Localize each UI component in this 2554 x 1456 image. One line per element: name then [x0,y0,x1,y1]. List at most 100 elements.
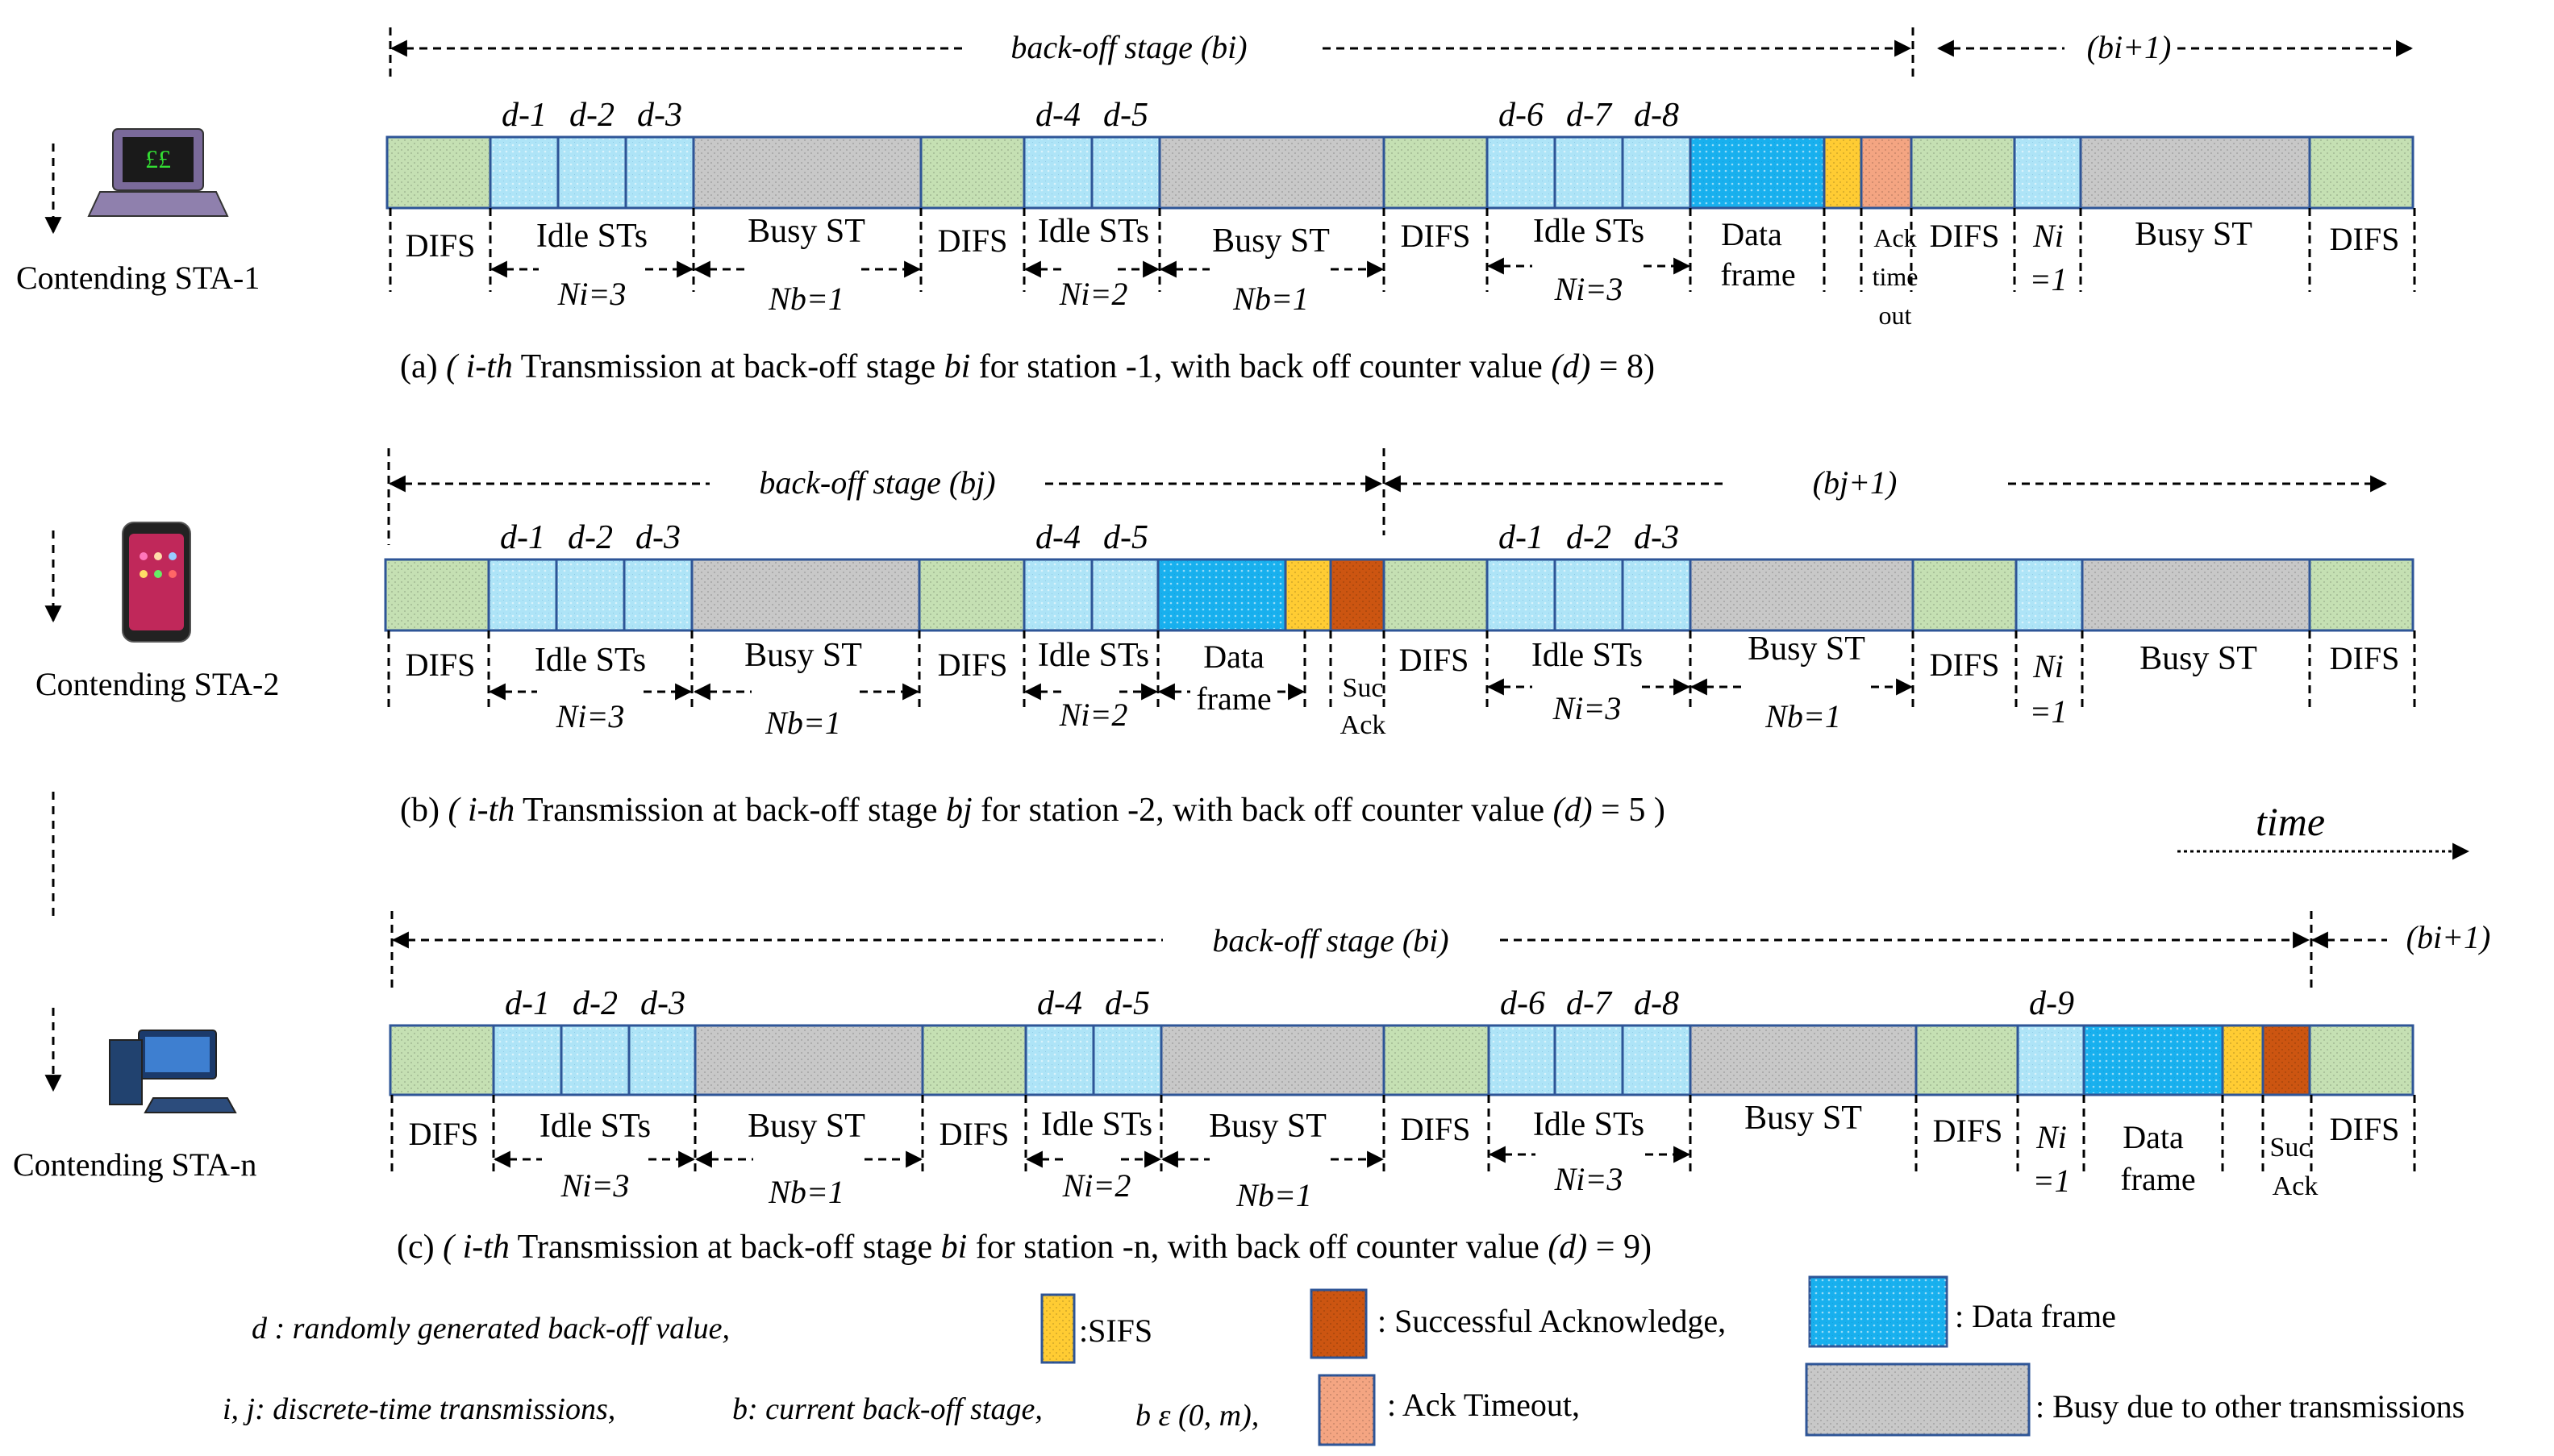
idle-label: Idle STs [1533,213,1644,250]
count-label: Ni=3 [1554,271,1623,307]
slot-texture [2018,561,2081,629]
caption-part: = 8) [1590,348,1655,385]
success-ack-label: Ack [2273,1171,2319,1201]
data-label: frame [1196,680,1271,717]
backoff-slot-label: d-4 [1035,97,1081,134]
slot-texture [1094,139,1158,206]
backoff-slot-label: d-6 [1498,97,1544,134]
data-label: frame [2120,1161,2195,1197]
caption-part: (d) [1548,1229,1587,1266]
slot-texture [1624,561,1689,629]
busy-label: Busy ST [744,637,862,674]
station-n-name: Contending STA-n [13,1146,256,1183]
difs-label: DIFS [1399,642,1469,678]
slot-texture [392,1027,492,1093]
stage-label: back-off stage (bi) [1212,922,1448,959]
count-label: Nb=1 [768,281,844,317]
count-label: Nb=1 [765,705,841,741]
slot-texture [631,1027,694,1093]
slot-texture [387,561,487,629]
legend-timeout-label: : Ack Timeout, [1387,1387,1580,1423]
caption-part: Transmission at back-off stage [515,792,946,829]
slot-texture [1918,1027,2016,1093]
count-label: Ni=3 [1552,690,1622,726]
count-label: Ni=3 [556,698,625,734]
data-label: frame [1720,256,1795,293]
backoff-slot-label: d-7 [1566,985,1613,1022]
ack-timeout-label: time [1873,262,1919,291]
slot-texture [2311,561,2411,629]
ni-label: =1 [2033,1163,2071,1199]
count-label: Ni=2 [1059,276,1128,312]
backoff-slot-label: d-2 [573,985,618,1022]
success-ack-label: Suc [1343,673,1384,703]
ack-timeout-label: Ack [1873,223,1916,252]
slot-texture [695,139,919,206]
count-label: Ni=3 [1554,1161,1623,1197]
count-label: Nb=1 [1235,1177,1312,1213]
count-label: Nb=1 [768,1174,844,1210]
legend-d-definition: d : randomly generated back-off value, [252,1312,730,1346]
slot-texture [626,561,690,629]
slot-texture [627,139,692,206]
slot-texture [2224,1027,2261,1093]
caption-part: bj [946,792,973,829]
slot-texture [1161,139,1382,206]
ni-label: =1 [2030,693,2068,730]
caption-part: bi [944,348,971,385]
caption-part: = 9) [1587,1229,1652,1266]
station-2-name: Contending STA-2 [35,666,279,702]
difs-label: DIFS [1401,218,1471,254]
caption-part: bi [941,1229,968,1266]
difs-label: DIFS [2330,221,2400,257]
caption-part: ( i-th [448,792,515,829]
difs-label: DIFS [2330,1111,2400,1147]
slot-texture [1160,561,1284,629]
station-n-timeline: back-off stage (bi) (bi+1) d-1 d-2 d-3 d-4 d-5… [389,911,2490,1266]
legend-data-label: : Data frame [1955,1298,2116,1334]
busy-label: Busy ST [1744,1100,1862,1137]
slot-texture [1490,1027,1553,1093]
slot-texture [1914,561,2014,629]
slot-texture [1624,139,1689,206]
backoff-slot-label: d-4 [1037,985,1082,1022]
slot-texture [1385,139,1485,206]
caption-part: (a) [400,348,446,385]
legend-ij-definition: i, j: discrete-time transmissions, [223,1392,615,1426]
ni-label: Ni [2032,648,2064,684]
backoff-slot-label: d-9 [2029,985,2074,1022]
svg-text:££: ££ [145,144,171,173]
slot-texture [558,561,623,629]
slot-texture [1287,561,1329,629]
backoff-slot-label: d-3 [1634,519,1679,556]
slot-texture [1026,139,1090,206]
backoff-slot-label: d-4 [1035,519,1081,556]
idle-label: Idle STs [535,642,646,679]
caption-part: ( i-th [446,348,513,385]
busy-label: Busy ST [1209,1108,1327,1145]
slot-texture [1489,561,1553,629]
backoff-slot-label: d-2 [568,519,613,556]
busy-label: Busy ST [2139,640,2257,677]
slot-texture [490,561,555,629]
caption-part: (d) [1551,348,1590,385]
busy-label: Busy ST [748,213,865,250]
backoff-slot-label: d-1 [1498,519,1544,556]
slot-texture [1913,139,2013,206]
slot-texture [2085,1027,2221,1093]
caption-part: (d) [1553,792,1593,829]
slot-texture [2019,1027,2082,1093]
ni-label: =1 [2030,261,2068,297]
difs-label: DIFS [1401,1111,1471,1147]
next-stage-label: (bj+1) [1813,464,1898,501]
caption-c: (c) ( i-th Transmission at back-off stag… [397,1229,1652,1266]
caption-part: Transmission at back-off stage [513,348,944,385]
busy-label: Busy ST [2135,216,2252,253]
data-label: Data [1721,216,1782,252]
next-stage-label: (bi+1) [2087,29,2172,65]
slot-texture [2016,139,2079,206]
slot-texture [1556,561,1621,629]
difs-label: DIFS [1930,218,2000,254]
backoff-slot-label: d-5 [1103,97,1148,134]
